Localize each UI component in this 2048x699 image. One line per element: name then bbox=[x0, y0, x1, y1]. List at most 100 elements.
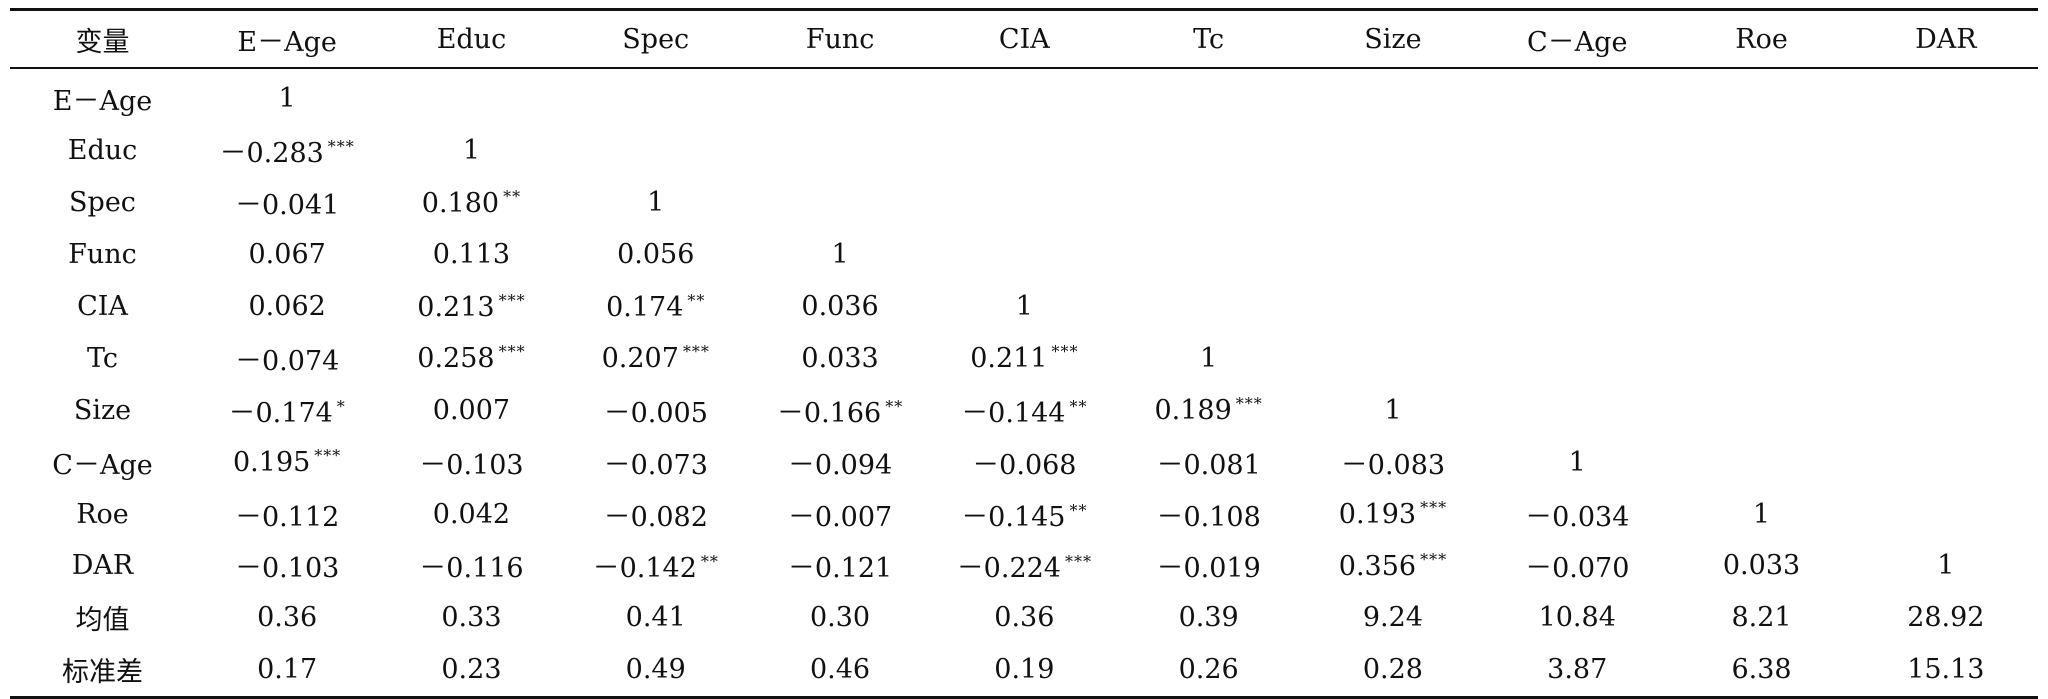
table-cell: 0.113 bbox=[379, 229, 563, 281]
header-row: 变量 E－Age Educ Spec Func CIA Tc Size C－Age Roe DAR bbox=[10, 8, 2038, 69]
table-cell bbox=[1485, 177, 1669, 229]
table-cell: 1 bbox=[748, 229, 932, 281]
row-label: 均值 bbox=[75, 605, 130, 637]
cell-value: 10.84 bbox=[1538, 602, 1616, 634]
table-cell: －0.121 bbox=[748, 540, 932, 592]
cell-value: 1 bbox=[278, 83, 296, 115]
table-cell: 0.174 ** bbox=[564, 281, 748, 333]
cell-value: 0.258 bbox=[417, 343, 495, 375]
cell-value: 1 bbox=[1200, 342, 1218, 374]
table-row: E－Age 1 bbox=[10, 68, 2038, 125]
significance-marker: *** bbox=[498, 342, 526, 362]
table-cell bbox=[564, 125, 748, 177]
cell-value: －0.112 bbox=[235, 501, 340, 533]
table-row: 标准差 0.17 0.23 0.49 0.46 0.19 0.26 0.28 3.87 6.38 1… bbox=[10, 643, 2038, 699]
significance-marker: *** bbox=[682, 342, 710, 362]
table-cell: 0.211 *** bbox=[932, 332, 1116, 384]
cell-value: 0.113 bbox=[432, 239, 511, 271]
cell-value: －0.283 bbox=[219, 138, 324, 170]
cell-value: －0.073 bbox=[603, 449, 708, 481]
cell-value: －0.144 bbox=[961, 397, 1066, 429]
table-cell: －0.083 bbox=[1301, 436, 1485, 488]
table-cell bbox=[1854, 68, 2038, 125]
table-row: DAR －0.103 －0.116 －0.142 ** －0.121 －0.224 *** －0… bbox=[10, 540, 2038, 592]
table-cell bbox=[1669, 177, 1853, 229]
cell-value: 6.38 bbox=[1731, 654, 1792, 686]
significance-marker: ** bbox=[503, 186, 522, 206]
cell-value: 9.24 bbox=[1362, 602, 1423, 634]
table-cell bbox=[1116, 177, 1300, 229]
table-cell bbox=[1669, 281, 1853, 333]
table-cell bbox=[1854, 488, 2038, 540]
cell-value: 0.042 bbox=[432, 498, 511, 530]
significance-marker: *** bbox=[1051, 342, 1079, 362]
table-cell: －0.174 * bbox=[195, 384, 379, 436]
cell-value: －0.174 bbox=[228, 397, 333, 429]
cell-value: －0.074 bbox=[235, 345, 340, 377]
table-cell bbox=[1301, 229, 1485, 281]
table-cell: 0.26 bbox=[1116, 643, 1301, 699]
table-cell bbox=[1669, 332, 1853, 384]
cell-value: －0.019 bbox=[1156, 553, 1261, 585]
significance-marker: ** bbox=[700, 552, 719, 572]
cell-value: 0.30 bbox=[809, 602, 871, 634]
table-cell bbox=[1485, 332, 1669, 384]
header-7: Size bbox=[1300, 8, 1486, 69]
table-cell: －0.142 ** bbox=[564, 540, 748, 592]
table-cell: －0.082 bbox=[564, 488, 748, 540]
cell-value: －0.103 bbox=[235, 553, 340, 585]
correlation-table: 变量 E－Age Educ Spec Func CIA Tc Size C－Age Roe DAR … bbox=[10, 8, 2038, 699]
table-cell: 0.46 bbox=[747, 643, 933, 699]
cell-value: 28.92 bbox=[1907, 602, 1985, 634]
table-cell bbox=[932, 68, 1116, 125]
cell-value: 0.36 bbox=[257, 602, 318, 634]
table-cell: 0.033 bbox=[1669, 540, 1853, 592]
table-cell bbox=[932, 229, 1116, 281]
cell-value: －0.094 bbox=[787, 449, 893, 481]
table-cell bbox=[1116, 125, 1300, 177]
header-1: E－Age bbox=[195, 8, 380, 69]
table-cell: 0.356 *** bbox=[1301, 540, 1485, 592]
significance-marker: *** bbox=[1420, 549, 1448, 569]
cell-value: －0.082 bbox=[603, 501, 708, 533]
table-cell: －0.081 bbox=[1116, 436, 1300, 488]
table-cell: 1 bbox=[1669, 488, 1853, 540]
table-cell bbox=[1301, 125, 1485, 177]
table-cell: －0.144 ** bbox=[932, 384, 1116, 436]
table-cell: 1 bbox=[1301, 384, 1485, 436]
cell-value: －0.007 bbox=[787, 501, 893, 533]
significance-marker: *** bbox=[1235, 394, 1263, 414]
table-row: Spec －0.041 0.180 ** 1 bbox=[10, 177, 2038, 229]
row-label: Spec bbox=[69, 187, 136, 219]
table-cell: 0.193 *** bbox=[1301, 488, 1485, 540]
table-cell: 0.36 bbox=[932, 592, 1116, 644]
table-row: Roe －0.112 0.042 －0.082 －0.007 －0.145 ** －0.108… bbox=[10, 488, 2038, 540]
table-cell: 0.33 bbox=[379, 592, 563, 644]
cell-value: 0.056 bbox=[617, 239, 695, 271]
table-cell: 1 bbox=[564, 177, 748, 229]
table-cell bbox=[1669, 229, 1853, 281]
cell-value: 0.23 bbox=[441, 654, 502, 686]
table-cell bbox=[1669, 436, 1853, 488]
table-body: E－Age 1 Educ －0.283 *** 1 Spec －0.041 0.180 ** 1 Fu… bbox=[10, 68, 2038, 699]
cell-value: 0.180 bbox=[421, 187, 500, 219]
table-cell bbox=[748, 125, 932, 177]
table-cell: 0.258 *** bbox=[379, 332, 563, 384]
table-cell: 1 bbox=[932, 281, 1116, 333]
cell-value: 1 bbox=[1384, 394, 1402, 426]
cell-value: －0.034 bbox=[1525, 501, 1630, 533]
table-cell bbox=[932, 177, 1116, 229]
table-row: Tc －0.074 0.258 *** 0.207 *** 0.033 0.211 *** 1 bbox=[10, 332, 2038, 384]
table-cell bbox=[1301, 332, 1485, 384]
cell-value: 0.174 bbox=[606, 291, 684, 323]
table-cell: 0.189 *** bbox=[1116, 384, 1300, 436]
table-row: Func 0.067 0.113 0.056 1 bbox=[10, 229, 2038, 281]
significance-marker: *** bbox=[498, 290, 526, 310]
table-cell bbox=[1485, 68, 1669, 125]
row-label: Func bbox=[68, 239, 137, 271]
table-cell: －0.007 bbox=[748, 488, 932, 540]
cell-value: 0.062 bbox=[248, 291, 326, 322]
table-cell: －0.094 bbox=[748, 436, 932, 488]
table-cell bbox=[1854, 229, 2038, 281]
cell-value: 1 bbox=[1752, 498, 1771, 530]
